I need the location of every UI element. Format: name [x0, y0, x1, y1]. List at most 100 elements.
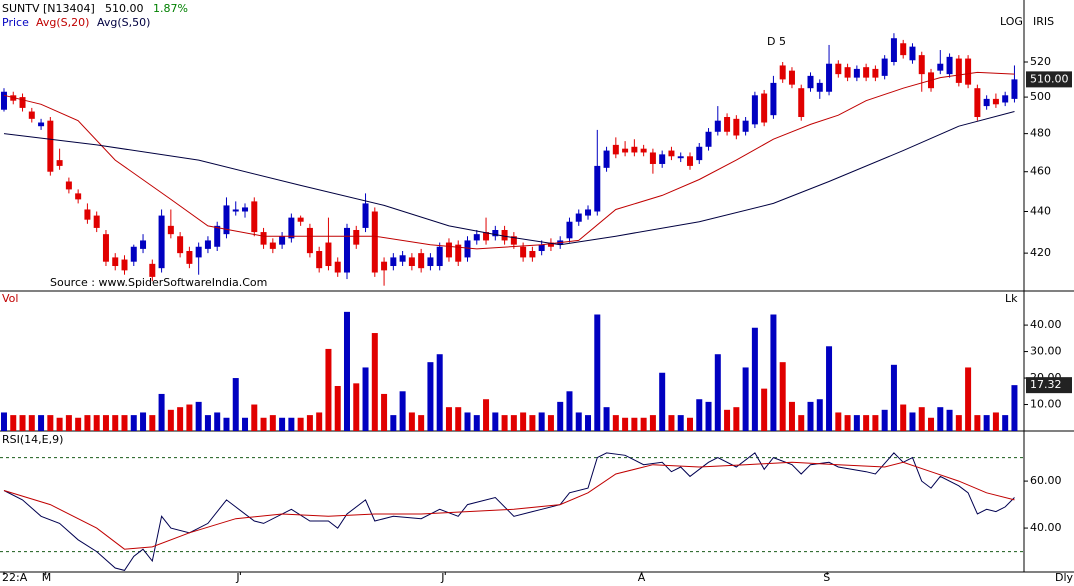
candle-body	[334, 261, 341, 273]
volume-bar	[733, 407, 740, 431]
candle-body	[130, 246, 137, 262]
volume-bar	[965, 367, 972, 431]
volume-bar	[640, 417, 647, 431]
y-tick-label: 500	[1030, 90, 1051, 103]
candle-body	[955, 58, 962, 83]
y-tick-label: 520	[1030, 55, 1051, 68]
candle-body	[204, 240, 211, 249]
volume-bar	[288, 417, 295, 431]
volume-bar	[538, 412, 545, 431]
x-tick-label: M	[42, 571, 52, 584]
candle-body	[121, 259, 128, 271]
volume-bar	[140, 412, 147, 431]
volume-bar	[696, 399, 703, 431]
candle-body	[260, 232, 267, 245]
candle-body	[992, 98, 999, 105]
volume-bar	[928, 417, 935, 431]
volume-bar	[10, 415, 17, 431]
volume-bar	[603, 407, 610, 431]
volume-bar	[399, 391, 406, 431]
volume-bar	[149, 415, 156, 431]
candle-body	[946, 56, 953, 75]
volume-bar	[918, 407, 925, 431]
candle-body	[158, 215, 165, 269]
volume-bar	[112, 415, 119, 431]
volume-bar	[260, 417, 267, 431]
candle-body	[177, 236, 184, 254]
candle-body	[742, 120, 749, 132]
candle-body	[900, 43, 907, 56]
candle-body	[399, 255, 406, 262]
volume-bar	[242, 417, 249, 431]
x-tick-label: S	[823, 571, 830, 584]
line	[3, 461, 1015, 550]
candle-body	[1011, 79, 1018, 99]
volume-bar	[566, 391, 573, 431]
candle-body	[390, 257, 397, 267]
candle-body	[520, 246, 527, 258]
candle-body	[316, 251, 323, 269]
volume-bar	[84, 415, 91, 431]
volume-bar	[362, 367, 369, 431]
volume-bar	[232, 378, 239, 431]
candle-body	[918, 55, 925, 75]
candle-body	[343, 227, 350, 273]
candle-body	[483, 232, 490, 241]
volume-bar	[75, 417, 82, 431]
candle-body	[668, 150, 675, 157]
candle-body	[575, 213, 582, 222]
volume-bar	[28, 415, 35, 431]
candle-body	[603, 150, 610, 168]
volume-bar	[575, 412, 582, 431]
candle-body	[761, 93, 768, 123]
volume-bar	[390, 415, 397, 431]
y-tick-label: 60.00	[1030, 474, 1062, 487]
volume-bar	[177, 407, 184, 431]
candle-body	[325, 242, 332, 267]
candle-body	[826, 63, 833, 92]
candle-body	[501, 229, 508, 241]
volume-bar	[501, 415, 508, 431]
volume-bar	[872, 415, 879, 431]
candle-body	[306, 227, 313, 254]
volume-bar	[585, 415, 592, 431]
candle-body	[19, 97, 26, 108]
line	[3, 111, 1015, 246]
candle-body	[65, 181, 72, 190]
candle-body	[288, 217, 295, 239]
volume-bar	[631, 417, 638, 431]
volume-bar	[47, 415, 54, 431]
volume-bar	[520, 412, 527, 431]
volume-bar	[983, 415, 990, 431]
volume-bar	[408, 412, 415, 431]
line	[3, 452, 1015, 571]
candle-body	[807, 75, 814, 89]
scale-label: IRIS	[1033, 15, 1054, 28]
candle-body	[149, 263, 156, 277]
volume-bar	[557, 401, 564, 431]
volume-bar	[223, 417, 230, 431]
candle-body	[297, 217, 304, 222]
volume-bar	[529, 415, 536, 431]
y-tick-label: 10.00	[1030, 398, 1062, 411]
legend-entry: Avg(S,50)	[97, 16, 150, 29]
volume-bar	[195, 401, 202, 431]
candle-body	[909, 46, 916, 61]
candle-body	[835, 63, 842, 75]
chart-title: SUNTV [N13404]	[2, 2, 95, 15]
volume-bar	[1002, 415, 1009, 431]
volume-bar	[297, 417, 304, 431]
volume-bar	[102, 415, 109, 431]
candle-body	[464, 240, 471, 258]
candle-body	[714, 120, 721, 132]
change: 1.87%	[153, 2, 188, 15]
candle-body	[631, 146, 638, 153]
candle-body	[418, 253, 425, 269]
last-price-tag: 510.00	[1030, 72, 1069, 85]
y-tick-label: 440	[1030, 205, 1051, 218]
x-tick-label: A	[638, 571, 646, 584]
candle-body	[798, 88, 805, 118]
source: Source : www.SpiderSoftwareIndia.Com	[50, 276, 267, 289]
candle-body	[223, 205, 230, 235]
volume-bar	[158, 393, 165, 431]
